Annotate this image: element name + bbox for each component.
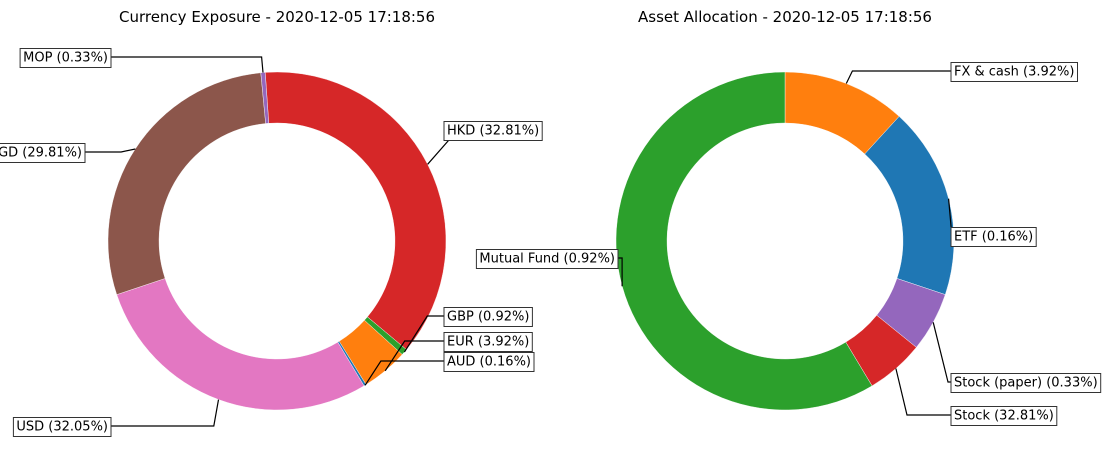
label-box-gbp bbox=[443, 307, 533, 327]
label-hkd: HKD (32.81%) bbox=[447, 124, 539, 139]
label-sgd: SGD (29.81%) bbox=[0, 146, 82, 161]
slice-hkd bbox=[264, 71, 447, 350]
label-box-eur bbox=[443, 332, 533, 352]
slice-mop bbox=[260, 72, 269, 124]
label-box-hkd bbox=[443, 121, 543, 141]
slice-mutual-fund bbox=[615, 71, 873, 411]
leader-line-sgd bbox=[84, 148, 136, 153]
label-box-sgd bbox=[0, 143, 86, 163]
leader-line-fx-cash bbox=[845, 70, 952, 84]
label-mutual-fund: Mutual Fund (0.92%) bbox=[479, 252, 615, 267]
currency-donut bbox=[107, 71, 447, 411]
label-box-mop bbox=[19, 48, 112, 68]
currency-labels: HKD (32.81%) GBP (0.92%) EUR (3.92%) AUD (0… bbox=[0, 48, 543, 437]
label-box-aud bbox=[443, 352, 535, 372]
leader-line-stock-paper bbox=[932, 322, 952, 383]
label-box-stock-paper bbox=[950, 373, 1102, 393]
label-mop: MOP (0.33%) bbox=[23, 51, 108, 66]
label-box-stock bbox=[950, 406, 1058, 426]
label-usd: USD (32.05%) bbox=[16, 420, 108, 435]
label-fx-cash: FX & cash (3.92%) bbox=[954, 65, 1075, 80]
currency-exposure-chart: Currency Exposure - 2020-12-05 17:18:56 … bbox=[0, 8, 543, 437]
slice-sgd bbox=[107, 72, 266, 295]
leader-line-aud bbox=[364, 360, 445, 386]
label-box-usd bbox=[12, 417, 112, 437]
slice-etf bbox=[864, 116, 955, 295]
label-aud: AUD (0.16%) bbox=[447, 355, 531, 370]
asset-chart-title: Asset Allocation - 2020-12-05 17:18:56 bbox=[638, 8, 932, 26]
slice-usd bbox=[116, 278, 365, 411]
label-box-mutual-fund bbox=[475, 249, 619, 269]
currency-chart-title: Currency Exposure - 2020-12-05 17:18:56 bbox=[119, 8, 435, 26]
label-box-fx-cash bbox=[950, 62, 1078, 82]
label-etf: ETF (0.16%) bbox=[954, 230, 1033, 245]
label-box-etf bbox=[950, 227, 1037, 247]
asset-donut bbox=[615, 71, 955, 411]
asset-allocation-chart: Asset Allocation - 2020-12-05 17:18:56 F… bbox=[475, 8, 1102, 426]
leader-line-usd bbox=[110, 399, 220, 427]
label-stock: Stock (32.81%) bbox=[954, 409, 1054, 424]
label-eur: EUR (3.92%) bbox=[447, 335, 529, 350]
leader-line-stock bbox=[895, 368, 952, 416]
label-gbp: GBP (0.92%) bbox=[447, 310, 529, 325]
leader-line-mop bbox=[110, 56, 264, 73]
asset-labels: FX & cash (3.92%) ETF (0.16%) Stock (paper… bbox=[475, 62, 1102, 426]
leader-line-gbp bbox=[403, 315, 445, 353]
leader-line-mutual-fund bbox=[617, 257, 623, 287]
label-stock-paper: Stock (paper) (0.33%) bbox=[954, 376, 1098, 391]
